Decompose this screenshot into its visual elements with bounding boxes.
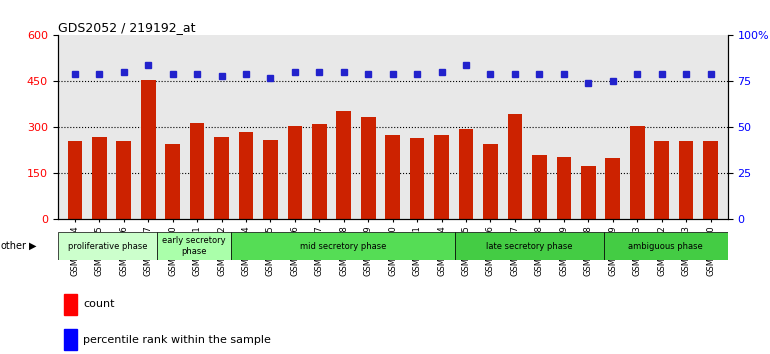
Bar (483, 144, 498, 219)
Text: early secretory
phase: early secretory phase (162, 236, 226, 256)
Text: late secretory phase: late secretory phase (486, 241, 572, 251)
Text: percentile rank within the sample: percentile rank within the sample (83, 335, 271, 345)
Bar (68, 141, 82, 219)
Text: other: other (1, 241, 27, 251)
Bar (65, 329, 76, 350)
Bar (630, 126, 644, 219)
Bar (455, 232, 604, 260)
Bar (141, 80, 156, 219)
Bar (385, 135, 400, 219)
Bar (459, 129, 474, 219)
Bar (336, 110, 351, 219)
Bar (410, 138, 424, 219)
Bar (263, 140, 278, 219)
Bar (581, 166, 596, 219)
Bar (65, 294, 76, 315)
Text: GDS2052 / 219192_at: GDS2052 / 219192_at (58, 21, 196, 34)
Bar (92, 137, 107, 219)
Bar (239, 132, 253, 219)
Text: ▶: ▶ (29, 241, 37, 251)
Bar (166, 144, 180, 219)
Bar (214, 137, 229, 219)
Text: count: count (83, 299, 115, 309)
Bar (532, 155, 547, 219)
Bar (434, 135, 449, 219)
Text: proliferative phase: proliferative phase (68, 241, 147, 251)
Bar (605, 158, 620, 219)
Bar (232, 232, 455, 260)
Bar (189, 123, 205, 219)
Bar (557, 156, 571, 219)
Bar (116, 141, 131, 219)
Bar (312, 124, 326, 219)
Bar (507, 114, 522, 219)
Bar (157, 232, 232, 260)
Bar (361, 117, 376, 219)
Bar (58, 232, 157, 260)
Bar (678, 141, 694, 219)
Bar (604, 232, 728, 260)
Bar (287, 126, 303, 219)
Text: mid secretory phase: mid secretory phase (300, 241, 387, 251)
Bar (654, 141, 669, 219)
Text: ambiguous phase: ambiguous phase (628, 241, 703, 251)
Bar (703, 141, 718, 219)
